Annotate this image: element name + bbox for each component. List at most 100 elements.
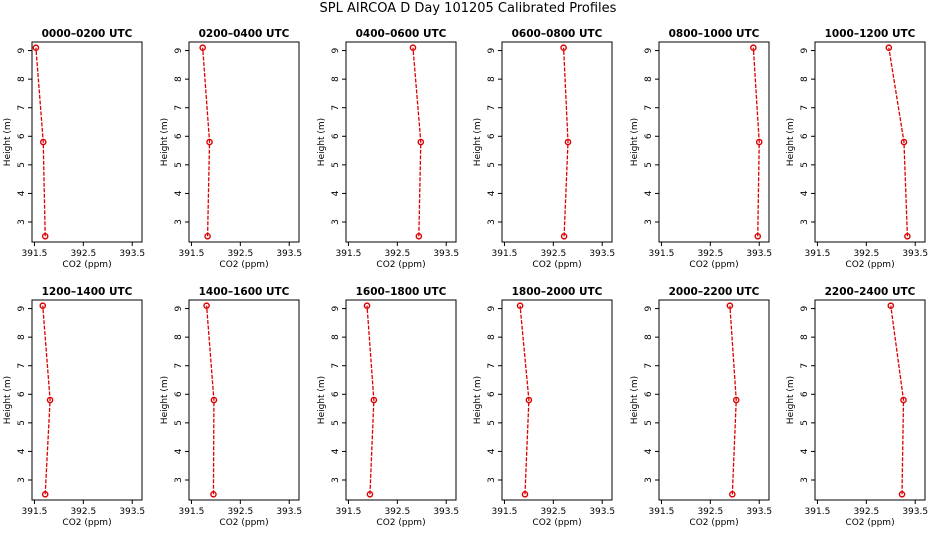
panel-title: 0600–0800 UTC xyxy=(512,28,603,40)
y-tick-label: 6 xyxy=(174,391,184,397)
y-tick-label: 9 xyxy=(331,47,341,53)
x-tick-label: 393.5 xyxy=(276,249,302,259)
y-axis-label: Height (m) xyxy=(473,118,483,166)
x-tick-label: 391.5 xyxy=(336,507,362,517)
y-tick-label: 4 xyxy=(800,448,810,454)
y-tick-label: 4 xyxy=(17,448,27,454)
profile-line xyxy=(205,305,215,495)
data-point xyxy=(755,138,763,146)
y-tick-label: 6 xyxy=(487,133,497,139)
y-tick-label: 6 xyxy=(800,391,810,397)
panel-title: 0800–1000 UTC xyxy=(669,28,760,40)
y-tick-label: 7 xyxy=(644,363,654,369)
panel-6: 1200–1400 UTC 391.5 392.5 393.5 3 4 5 6 7 8 9 CO2 (… xyxy=(3,286,145,528)
panel-8: 1600–1800 UTC 391.5 392.5 393.5 3 4 5 6 7 8 9 CO2 (… xyxy=(317,286,459,528)
y-axis-label: Height (m) xyxy=(3,118,13,166)
x-tick-label: 391.5 xyxy=(22,507,48,517)
y-tick-label: 9 xyxy=(17,47,27,53)
data-point xyxy=(204,232,211,240)
y-tick-label: 9 xyxy=(331,305,341,311)
panel-4: 0800–1000 UTC 391.5 392.5 393.5 3 4 5 6 7 8 9 CO2 (… xyxy=(630,28,772,270)
profile-line xyxy=(202,47,211,237)
x-tick-label: 391.5 xyxy=(805,249,831,259)
x-tick-label: 393.5 xyxy=(902,507,928,517)
panel-title: 1400–1600 UTC xyxy=(199,286,290,298)
y-axis-label: Height (m) xyxy=(317,376,327,424)
y-tick-label: 9 xyxy=(800,47,810,53)
y-tick-label: 9 xyxy=(487,47,497,53)
x-tick-label: 392.5 xyxy=(540,249,566,259)
profile-line xyxy=(890,305,905,495)
panel-0: 0000–0200 UTC 391.5 392.5 393.5 3 4 5 6 7 8 9 CO2 (… xyxy=(3,28,145,270)
panel-2: 0400–0600 UTC 391.5 392.5 393.5 3 4 5 6 7 8 9 CO2 (… xyxy=(317,28,459,270)
data-point xyxy=(210,396,218,404)
y-tick-label: 5 xyxy=(17,162,27,168)
y-tick-label: 5 xyxy=(331,162,341,168)
data-point xyxy=(366,490,374,498)
x-tick-label: 393.5 xyxy=(433,249,459,259)
x-axis-label: CO2 (ppm) xyxy=(689,518,738,528)
panel-5: 1000–1200 UTC 391.5 392.5 393.5 3 4 5 6 7 8 9 CO2 (… xyxy=(786,28,928,270)
plot-frame xyxy=(658,41,770,243)
x-tick-label: 393.5 xyxy=(119,507,145,517)
data-point xyxy=(46,396,54,404)
y-tick-label: 7 xyxy=(331,363,341,369)
y-tick-label: 3 xyxy=(174,219,184,225)
data-point xyxy=(41,490,49,498)
data-point xyxy=(199,44,206,52)
x-axis-label: CO2 (ppm) xyxy=(689,260,738,270)
x-tick-label: 392.5 xyxy=(384,507,410,517)
y-tick-label: 3 xyxy=(331,477,341,483)
y-tick-label: 7 xyxy=(17,363,27,369)
x-tick-label: 392.5 xyxy=(697,249,723,259)
x-tick-label: 393.5 xyxy=(589,507,615,517)
plot-frame xyxy=(501,299,613,501)
y-tick-label: 9 xyxy=(17,305,27,311)
plot-frame xyxy=(31,41,143,243)
x-tick-label: 393.5 xyxy=(276,507,302,517)
y-tick-label: 9 xyxy=(644,47,654,53)
plot-frame xyxy=(658,299,770,501)
y-tick-label: 5 xyxy=(174,420,184,426)
y-axis-label: Height (m) xyxy=(786,118,796,166)
x-tick-label: 391.5 xyxy=(649,507,675,517)
y-tick-label: 3 xyxy=(331,219,341,225)
y-axis-label: Height (m) xyxy=(473,376,483,424)
main-title: SPL AIRCOA D Day 101205 Calibrated Profi… xyxy=(319,1,617,16)
data-point xyxy=(210,490,217,498)
y-tick-label: 4 xyxy=(644,190,654,196)
y-tick-label: 3 xyxy=(17,477,27,483)
x-tick-label: 393.5 xyxy=(902,249,928,259)
panel-title: 0400–0600 UTC xyxy=(356,28,447,40)
x-tick-label: 392.5 xyxy=(384,249,410,259)
y-tick-label: 4 xyxy=(644,448,654,454)
y-tick-label: 3 xyxy=(174,477,184,483)
plot-frame xyxy=(188,41,300,243)
data-point xyxy=(729,490,736,498)
x-tick-label: 392.5 xyxy=(70,507,96,517)
y-tick-label: 5 xyxy=(644,420,654,426)
data-point xyxy=(415,232,423,240)
x-axis-label: CO2 (ppm) xyxy=(62,518,111,528)
y-tick-label: 8 xyxy=(487,76,497,82)
plot-frame xyxy=(501,41,613,243)
profile-line xyxy=(752,47,760,237)
x-tick-label: 392.5 xyxy=(853,249,879,259)
data-point xyxy=(417,138,425,146)
profile-line xyxy=(35,47,46,237)
y-tick-label: 8 xyxy=(800,76,810,82)
panel-3: 0600–0800 UTC 391.5 392.5 393.5 3 4 5 6 7 8 9 CO2 (… xyxy=(473,28,615,270)
x-tick-label: 392.5 xyxy=(70,249,96,259)
data-point xyxy=(732,396,740,404)
y-tick-label: 6 xyxy=(644,391,654,397)
y-tick-label: 8 xyxy=(644,334,654,340)
x-tick-label: 391.5 xyxy=(22,249,48,259)
panel-1: 0200–0400 UTC 391.5 392.5 393.5 3 4 5 6 7 8 9 CO2 (… xyxy=(160,28,302,270)
plot-frame xyxy=(814,41,926,243)
data-point xyxy=(39,138,47,146)
x-axis-label: CO2 (ppm) xyxy=(219,260,268,270)
data-point xyxy=(516,302,524,310)
y-axis-label: Height (m) xyxy=(630,118,640,166)
panel-title: 0000–0200 UTC xyxy=(42,28,133,40)
x-tick-label: 392.5 xyxy=(227,249,253,259)
